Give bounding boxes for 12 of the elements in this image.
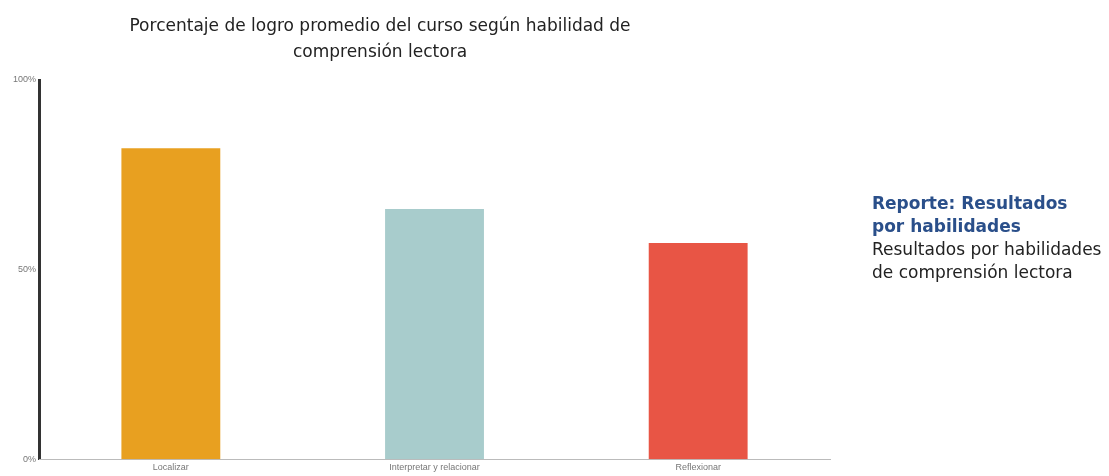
bar	[385, 208, 484, 460]
text: Reporte: Resultados por habilidades	[872, 192, 1069, 238]
chart-title: Porcentaje de logro promedio del curso según habilidad de comprensión lectora	[128, 14, 632, 63]
bar	[121, 148, 221, 460]
x-tick-label: Localizar	[152, 462, 189, 473]
text: Resultados por habilidades de comprensión lectora	[872, 238, 1102, 284]
x-tick-label: Interpretar y relacionar	[389, 462, 480, 473]
y-tick-label: 0%	[23, 453, 37, 464]
y-tick-label: 100%	[12, 74, 37, 85]
bar	[648, 243, 748, 460]
x-tick-label: Reflexionar	[675, 462, 721, 473]
y-tick-label: 50%	[18, 264, 37, 275]
